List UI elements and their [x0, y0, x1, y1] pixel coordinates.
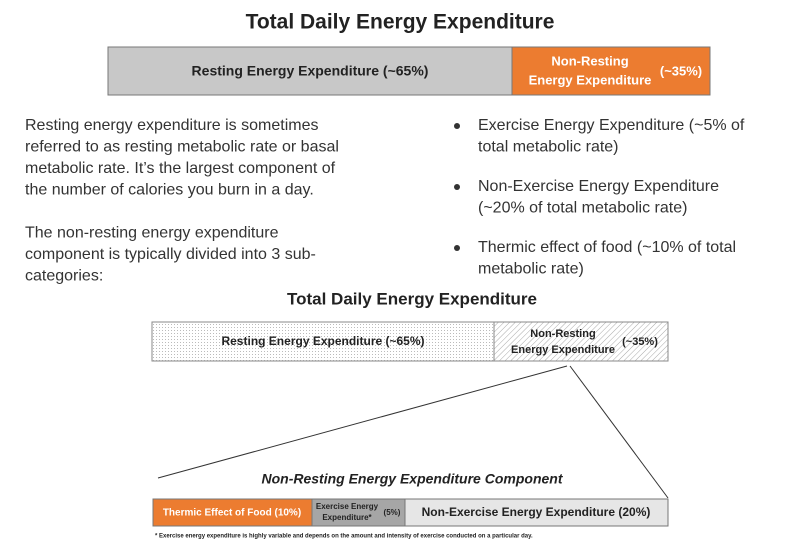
paragraph-line: Resting energy expenditure is sometimes	[25, 117, 318, 134]
bullet-dot	[454, 245, 460, 251]
non-resting-label: Non-Resting	[551, 53, 628, 68]
bullets: Exercise Energy Expenditure (~5% of total…	[454, 117, 745, 278]
non-resting-label: Non-Resting	[530, 328, 595, 340]
zoom-line	[569, 365, 669, 499]
non-resting-bar	[493, 321, 669, 362]
bullet-line: (~20% of total metabolic rate)	[478, 200, 687, 217]
non-resting-bar	[511, 46, 711, 96]
exercise-label: Expenditure*	[322, 513, 372, 522]
bullet-line: Exercise Energy Expenditure (~5% of	[478, 117, 745, 134]
paragraph-line: metabolic rate. It’s the largest compone…	[25, 160, 336, 177]
non-resting-label: Energy Expenditure	[511, 344, 615, 356]
non-exercise-bar	[404, 498, 669, 527]
title: Total Daily Energy Expenditure	[246, 11, 555, 34]
title: Total Daily Energy Expenditure	[287, 289, 537, 308]
non-resting-pct: (~35%)	[660, 63, 702, 78]
non-resting-label: Energy Expenditure	[529, 72, 652, 87]
paragraph-line: component is typically divided into 3 su…	[25, 246, 316, 263]
exercise-bar	[311, 498, 406, 527]
non-exercise-label: Non-Exercise Energy Expenditure (20%)	[422, 505, 651, 519]
bullet-line: Thermic effect of food (~10% of total	[478, 239, 736, 256]
thermic-label: Thermic Effect of Food (10%)	[163, 508, 301, 519]
exercise-pct: (5%)	[384, 508, 401, 517]
bullet-dot	[454, 184, 460, 190]
non-resting-pct: (~35%)	[622, 336, 658, 348]
paragraph-line: the number of calories you burn in a day…	[25, 182, 314, 199]
paragraph-line: referred to as resting metabolic rate or…	[25, 139, 339, 156]
thermic-bar	[152, 498, 313, 527]
resting-bar	[107, 46, 513, 96]
exercise-label: Exercise Energy	[316, 502, 379, 511]
bullet-line: Non-Exercise Energy Expenditure	[478, 178, 719, 195]
footnote: * Exercise energy expenditure is highly …	[155, 534, 533, 540]
bullet-line: metabolic rate)	[478, 261, 584, 278]
bullet-line: total metabolic rate)	[478, 139, 619, 156]
bullet-dot	[454, 123, 460, 129]
resting-label: Resting Energy Expenditure (~65%)	[221, 334, 424, 348]
paragraphs: Resting energy expenditure is sometimes r…	[25, 117, 339, 285]
paragraph-line: The non-resting energy expenditure	[25, 225, 279, 242]
resting-bar	[151, 321, 495, 362]
resting-label: Resting Energy Expenditure (~65%)	[192, 63, 429, 79]
paragraph-line: categories:	[25, 268, 103, 285]
zoom-line	[157, 365, 568, 479]
component-title: Non-Resting Energy Expenditure Component	[261, 471, 563, 487]
